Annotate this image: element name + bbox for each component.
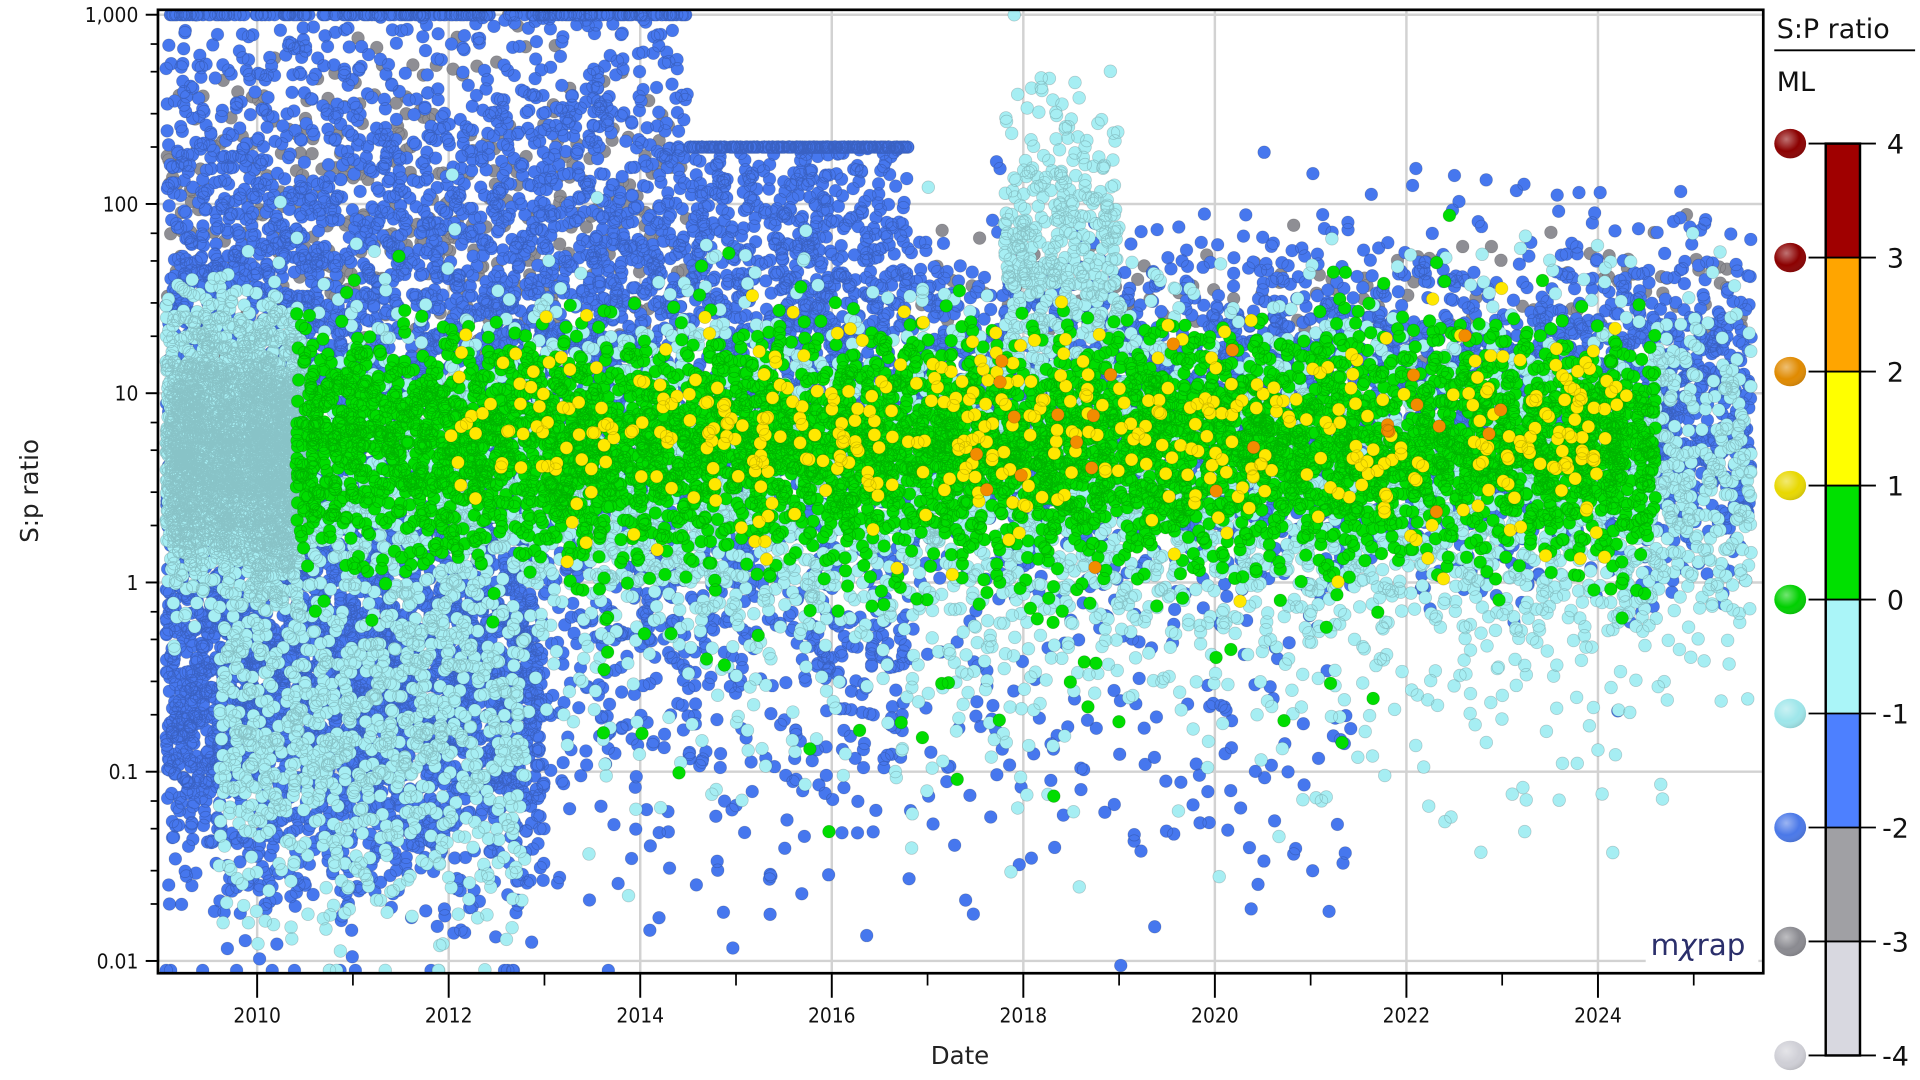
legend-bin [1826,486,1860,600]
x-tick-label: 2022 [1383,1003,1431,1027]
legend-marker-shade [1774,129,1806,158]
legend-bin [1826,827,1860,941]
legend-marker-shade [1774,813,1806,842]
x-tick-label: 2010 [233,1003,281,1027]
logo-suffix: rap [1697,928,1746,962]
legend-variable: ML [1777,67,1815,98]
y-axis-title: S:p ratio [15,439,44,543]
x-tick-label: 2014 [616,1003,664,1027]
legend-marker-shade [1774,1041,1806,1070]
legend-title: S:P ratio [1777,14,1890,45]
legend-marker-shade [1774,243,1806,272]
legend-bin [1826,941,1860,1055]
legend-marker-shade [1774,927,1806,956]
y-tick-label: 0.1 [109,760,139,784]
legend-colorbar: 4 3 2 1 0 -1 -2 -3 -4 [1774,129,1909,1072]
legend-bin [1826,258,1860,372]
legend-marker-shade [1774,699,1806,728]
y-tick-label: 10 [115,382,139,406]
x-tick-label: 2012 [425,1003,473,1027]
x-tick-label: 2024 [1574,1003,1622,1027]
legend-tick-label: -3 [1882,927,1909,958]
logo-prefix: m [1651,928,1680,962]
y-tick-label: 0.01 [97,949,139,973]
legend-tick-label: -4 [1882,1041,1909,1072]
color-legend: S:P ratio ML 4 3 2 1 0 -1 -2 -3 -4 [1774,14,1915,1072]
legend-tick-label: 4 [1887,129,1904,160]
logo-chi: χ [1677,928,1698,962]
y-tick-label: 1,000 [85,3,139,27]
svg-text:mχrap: mχrap [1651,928,1746,962]
legend-marker-shade [1774,471,1806,500]
legend-tick-label: 3 [1887,243,1904,274]
y-tick-label: 100 [103,192,139,216]
legend-bin [1826,600,1860,714]
x-axis-title: Date [931,1041,989,1070]
y-axis: 1,000 100 10 1 0.1 0.01 [85,3,158,973]
legend-bin [1826,144,1860,258]
legend-tick-label: 1 [1887,471,1904,502]
scatter-points [160,8,1758,976]
x-tick-label: 2016 [808,1003,856,1027]
legend-tick-label: -1 [1882,699,1909,730]
legend-marker-shade [1774,357,1806,386]
legend-tick-label: 0 [1887,585,1904,616]
legend-marker-shade [1774,585,1806,614]
legend-tick-label: -2 [1882,813,1909,844]
legend-bin [1826,714,1860,828]
legend-bin [1826,372,1860,486]
x-tick-label: 2018 [1000,1003,1048,1027]
y-tick-label: 1 [126,571,138,595]
watermark-logo: mχrap [1646,928,1759,965]
x-tick-label: 2020 [1191,1003,1239,1027]
legend-tick-label: 2 [1887,357,1904,388]
x-axis: 2010 2012 2014 2016 2018 2020 2022 2024 [233,973,1693,1027]
